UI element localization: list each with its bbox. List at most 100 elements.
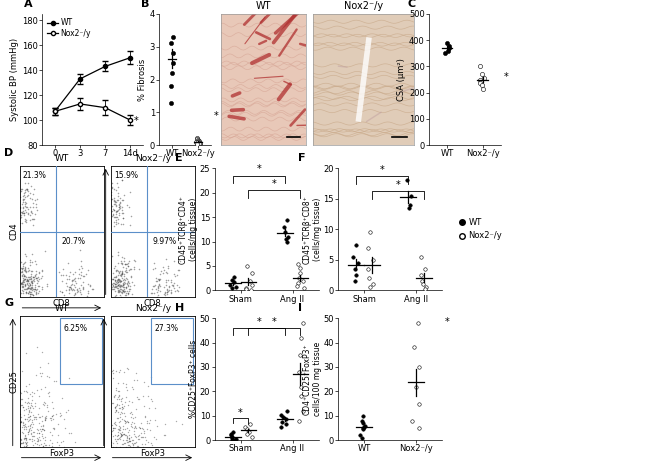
- Point: [27, 280, 37, 287]
- Point: [113, 192, 124, 199]
- Point: [246, 281, 257, 288]
- Point: [65, 284, 75, 291]
- Point: [118, 282, 128, 289]
- Point: [27, 221, 38, 228]
- Point: [20, 276, 30, 283]
- Point: [129, 413, 140, 420]
- Point: [114, 269, 124, 277]
- Point: [74, 271, 85, 278]
- Point: [126, 278, 136, 285]
- Point: [110, 197, 120, 205]
- Point: [111, 386, 122, 393]
- Point: [109, 207, 120, 214]
- Point: [118, 276, 129, 284]
- Point: [111, 187, 122, 194]
- Point: [124, 203, 134, 211]
- Point: [34, 441, 45, 449]
- Point: [134, 424, 144, 431]
- Text: H: H: [175, 303, 184, 313]
- Point: [119, 278, 129, 285]
- Point: [153, 275, 163, 282]
- Point: [356, 431, 366, 439]
- Point: [36, 372, 46, 380]
- Point: [150, 417, 161, 424]
- Point: [24, 266, 34, 274]
- Point: [161, 268, 171, 275]
- Point: [20, 202, 30, 209]
- Point: [26, 183, 36, 190]
- Point: [28, 442, 38, 449]
- Point: [117, 269, 127, 277]
- Text: 20.7%: 20.7%: [62, 237, 86, 246]
- Point: [71, 279, 81, 287]
- Point: [26, 420, 36, 427]
- Point: [107, 183, 118, 190]
- Point: [122, 439, 132, 446]
- Point: [114, 201, 125, 208]
- Point: [120, 431, 130, 438]
- Point: [125, 189, 135, 196]
- Text: 21.3%: 21.3%: [23, 171, 47, 180]
- Point: [476, 81, 487, 89]
- Point: [112, 284, 123, 292]
- Point: [20, 179, 31, 187]
- Point: [244, 421, 255, 428]
- Point: [113, 289, 124, 296]
- Point: [122, 386, 132, 393]
- Point: [107, 252, 118, 259]
- Point: [150, 264, 161, 272]
- Point: [112, 426, 123, 433]
- Point: [106, 195, 116, 203]
- Point: [27, 259, 37, 266]
- Point: [76, 257, 86, 265]
- Point: [116, 288, 126, 296]
- Point: [60, 424, 70, 431]
- Point: [23, 435, 34, 443]
- Point: [23, 428, 33, 435]
- Point: [21, 216, 31, 223]
- Point: [22, 277, 32, 284]
- Y-axis label: CD25: CD25: [9, 370, 18, 393]
- Point: [114, 426, 125, 434]
- Point: [116, 433, 126, 440]
- Point: [109, 219, 119, 226]
- Point: [64, 275, 74, 283]
- Point: [19, 424, 29, 431]
- Point: [142, 417, 152, 425]
- Point: [28, 199, 38, 207]
- Point: [444, 44, 454, 52]
- Point: [118, 379, 128, 387]
- Point: [25, 285, 35, 293]
- Point: [113, 276, 124, 284]
- Point: [31, 201, 42, 208]
- Point: [61, 287, 72, 294]
- Point: [21, 208, 31, 215]
- Point: [113, 215, 124, 223]
- Point: [162, 288, 173, 295]
- Point: [173, 266, 183, 274]
- Point: [444, 42, 454, 50]
- Point: [131, 438, 141, 445]
- Point: [121, 260, 131, 268]
- Point: [16, 436, 27, 443]
- Point: [108, 212, 118, 219]
- Point: [16, 208, 26, 216]
- Point: [27, 392, 37, 400]
- Point: [32, 278, 43, 285]
- Text: B: B: [141, 0, 150, 9]
- Point: [31, 260, 42, 268]
- Point: [124, 221, 135, 229]
- Point: [154, 280, 164, 288]
- Point: [21, 193, 32, 200]
- Point: [124, 266, 134, 274]
- Point: [39, 399, 49, 407]
- Point: [55, 413, 65, 420]
- Point: [124, 257, 134, 265]
- Point: [443, 47, 454, 54]
- Point: [17, 209, 27, 216]
- Point: [164, 282, 174, 290]
- Point: [16, 280, 26, 288]
- Point: [21, 219, 31, 226]
- Point: [109, 196, 119, 204]
- Point: [66, 284, 77, 292]
